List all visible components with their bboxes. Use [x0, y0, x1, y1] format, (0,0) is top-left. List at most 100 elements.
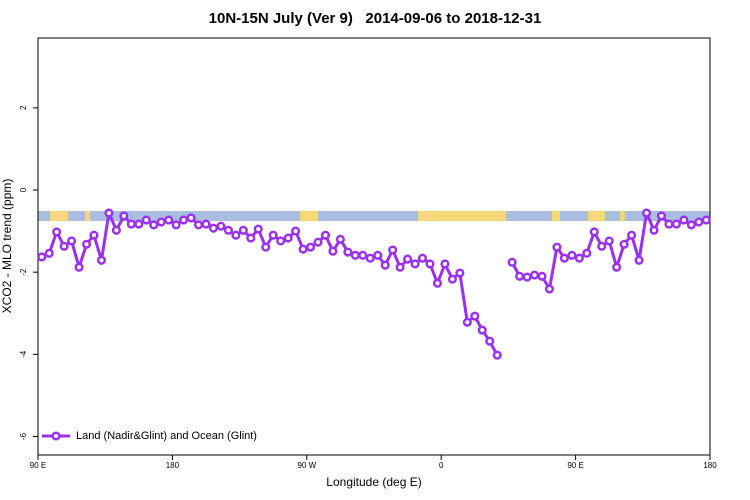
x-tick-label: 90 W: [297, 461, 316, 470]
point: [111, 225, 121, 235]
point: [664, 219, 674, 229]
point: [313, 237, 323, 247]
ocean-band: [38, 211, 710, 221]
point: [171, 220, 181, 230]
x-tick-label: 90 E: [30, 461, 46, 470]
point: [44, 248, 54, 258]
point: [52, 227, 62, 237]
point: [358, 250, 368, 260]
point: [425, 259, 435, 269]
y-tick-label: -2: [19, 268, 28, 276]
point: [373, 250, 383, 260]
land-band: [552, 211, 560, 221]
point: [604, 236, 614, 246]
point: [380, 260, 390, 270]
y-axis-label: XCO2 - MLO trend (ppm): [0, 179, 14, 314]
point: [119, 211, 129, 221]
point: [485, 336, 495, 346]
point: [432, 278, 443, 288]
point: [96, 255, 107, 265]
point: [477, 325, 487, 335]
point: [403, 254, 413, 264]
point: [537, 271, 547, 281]
point: [261, 242, 271, 252]
x-axis-label: Longitude (deg E): [326, 475, 421, 489]
point: [305, 242, 316, 252]
point: [627, 230, 637, 240]
point: [320, 230, 331, 240]
x-tick-label: 180: [166, 461, 180, 470]
point: [612, 262, 622, 272]
point: [455, 268, 465, 278]
point: [246, 233, 256, 243]
point: [634, 255, 644, 265]
point: [388, 245, 398, 255]
point: [552, 242, 562, 252]
point: [350, 250, 360, 260]
point: [582, 248, 592, 258]
point: [149, 220, 159, 230]
point: [276, 236, 286, 246]
legend-marker: [51, 431, 61, 441]
point: [126, 219, 136, 229]
point: [694, 217, 704, 227]
point: [291, 226, 301, 236]
point: [268, 230, 278, 240]
point: [343, 247, 353, 257]
point: [641, 208, 652, 218]
point: [619, 239, 629, 249]
point: [567, 250, 577, 260]
point: [179, 215, 189, 225]
point: [193, 220, 204, 230]
point: [67, 236, 77, 246]
point: [462, 317, 472, 327]
legend-label: Land (Nadir&Glint) and Ocean (Glint): [76, 430, 257, 442]
land-band: [588, 211, 605, 221]
x-tick-label: 90 E: [567, 461, 583, 470]
point: [283, 233, 293, 243]
land-band: [300, 211, 318, 221]
point: [74, 262, 84, 272]
point: [440, 259, 450, 269]
point: [164, 215, 174, 225]
point: [649, 225, 659, 235]
point: [492, 350, 502, 360]
x-tick-label: 180: [703, 461, 717, 470]
point: [186, 213, 196, 223]
point: [686, 220, 696, 230]
point: [134, 219, 144, 229]
point: [589, 227, 599, 237]
land-band: [418, 211, 506, 221]
y-tick-label: 2: [19, 105, 28, 110]
map-band: [38, 211, 710, 221]
point: [365, 253, 375, 263]
point: [156, 217, 166, 227]
point: [208, 223, 219, 233]
y-tick-label: -4: [19, 350, 28, 358]
point: [216, 221, 226, 231]
point: [671, 219, 681, 229]
land-band: [620, 211, 625, 221]
point: [231, 230, 241, 240]
point: [410, 259, 420, 269]
point: [701, 215, 711, 225]
land-band: [85, 211, 90, 221]
y-tick-label: 0: [19, 187, 28, 192]
point: [559, 253, 569, 263]
point: [529, 270, 540, 280]
point: [253, 224, 263, 234]
point: [679, 215, 689, 225]
point: [574, 253, 584, 263]
plot-frame: [37, 37, 711, 456]
point: [201, 219, 211, 229]
point: [238, 225, 248, 235]
point: [447, 274, 457, 284]
point: [395, 262, 405, 272]
point: [81, 239, 92, 249]
point: [141, 215, 151, 225]
point: [470, 311, 480, 321]
point: [328, 246, 338, 256]
point: [597, 241, 607, 251]
